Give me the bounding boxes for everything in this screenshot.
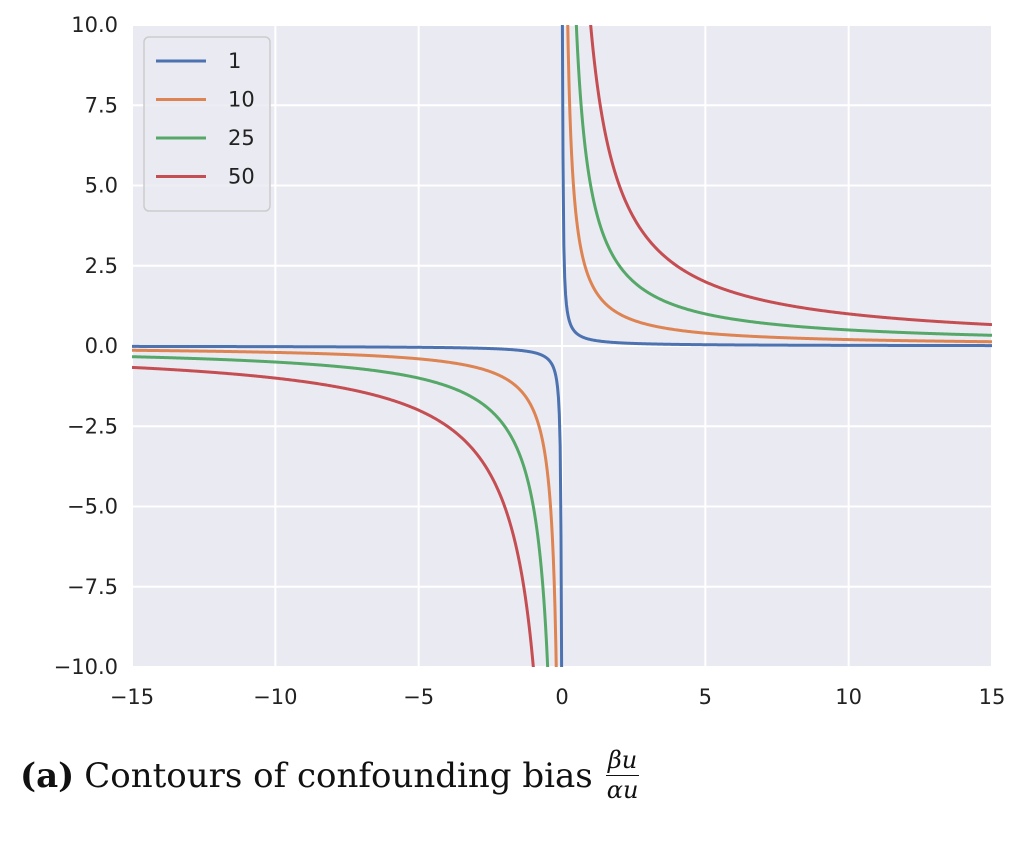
x-tick-label: 10 [835, 685, 862, 709]
series-line-1-positive [560, 25, 992, 348]
caption-denominator: αu [606, 776, 639, 805]
y-tick-label: 0.0 [85, 334, 118, 358]
y-tick-label: −2.5 [67, 414, 118, 438]
y-tick-label: −10.0 [54, 655, 118, 679]
series-line-50-positive [589, 25, 992, 327]
x-tick-label: 0 [555, 685, 568, 709]
series-line-25-negative [132, 355, 550, 667]
y-tick-label: 2.5 [85, 254, 118, 278]
series-lines [132, 25, 992, 667]
y-tick-label: 10.0 [71, 13, 118, 37]
y-tick-label: −5.0 [67, 495, 118, 519]
y-tick-label: 5.0 [85, 174, 118, 198]
x-tick-label: 15 [979, 685, 1006, 709]
legend-label-50: 50 [228, 165, 255, 189]
figure-caption: (a) Contours of confounding bias βu αu [20, 747, 641, 805]
caption-fraction: βu αu [605, 747, 641, 805]
legend-label-1: 1 [228, 49, 241, 73]
x-tick-labels: −15 −10 −5 0 5 10 15 [110, 685, 1006, 709]
series-line-1-negative [132, 344, 564, 667]
x-tick-label: −10 [253, 685, 297, 709]
y-tick-label: −7.5 [67, 575, 118, 599]
x-tick-label: 5 [699, 685, 712, 709]
legend-box [143, 36, 271, 212]
caption-numerator: βu [605, 747, 640, 777]
x-tick-label: −15 [110, 685, 154, 709]
contour-chart: −15 −10 −5 0 5 10 15 10.0 7.5 5.0 2.5 0.0 −2.5 −5.0 −… [54, 13, 1006, 709]
y-tick-labels: 10.0 7.5 5.0 2.5 0.0 −2.5 −5.0 −7.5 −10.0 [54, 13, 118, 679]
caption-label: (a) [20, 755, 75, 796]
legend: 1 10 25 50 [143, 36, 271, 212]
x-tick-label: −5 [403, 685, 434, 709]
legend-label-10: 10 [228, 88, 255, 112]
series-line-10-negative [132, 348, 558, 667]
caption-text: Contours of confounding bias [84, 755, 593, 796]
series-line-25-positive [574, 25, 992, 337]
y-tick-label: 7.5 [85, 93, 118, 117]
legend-label-25: 25 [228, 126, 255, 150]
series-line-50-negative [132, 365, 535, 667]
series-line-10-positive [566, 25, 992, 344]
